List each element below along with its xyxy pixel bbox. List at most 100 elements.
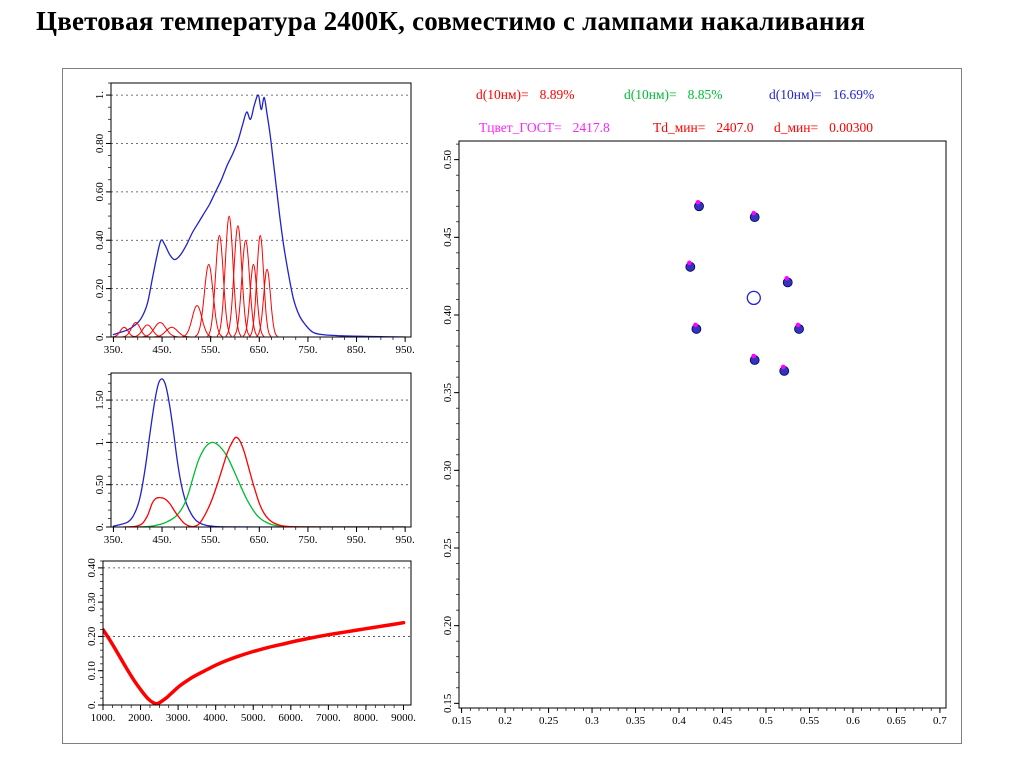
x-tick-label: 7000.: [316, 712, 341, 724]
x-tick-label: 0.25: [539, 715, 559, 727]
stat-d-min: d_мин= 0.00300: [774, 120, 873, 136]
reference-point: [751, 210, 756, 216]
x-tick-label: 0.55: [800, 715, 820, 727]
x-tick-label: 0.2: [498, 715, 512, 727]
x-tick-label: 950.: [396, 534, 416, 546]
plots-frame: 350. 450. 550. 650. 750. 850. 950. 0. 0.20 0.40 0.…: [62, 68, 962, 744]
y-tick-label: 0.: [94, 333, 106, 342]
stat-value: 8.89%: [539, 87, 575, 102]
reference-point: [751, 353, 756, 359]
reference-point: [687, 260, 692, 266]
y-tick-label: 1.: [94, 91, 106, 100]
x-tick-label: 750.: [298, 534, 318, 546]
y-tick-label: 0.10: [86, 661, 98, 681]
component-bands-line: [141, 322, 179, 337]
x-tick-label: 350.: [104, 344, 124, 356]
stat-label: Td_мин=: [653, 120, 706, 135]
stat-value: 2407.0: [716, 120, 754, 135]
x-tick-label: 450.: [152, 534, 172, 546]
y-tick-label: 0.20: [442, 616, 454, 636]
y-tick-label: 1.: [94, 438, 106, 447]
total-spectrum-line: [112, 94, 406, 337]
plot-border: [458, 140, 947, 709]
y-tick-label: 0.40: [442, 305, 454, 325]
x-tick-label: 550.: [201, 534, 221, 546]
stat-label: d(10нм)=: [624, 87, 677, 102]
reference-point: [795, 322, 801, 328]
component-bands-line: [216, 215, 242, 337]
chromaticity-scatter-chart: 0.15 0.2 0.25 0.3 0.35 0.4 0.45 0.5 0.55 0.6 0.65 0…: [442, 140, 947, 727]
stat-value: 2417.8: [572, 120, 610, 135]
x-tick-label: 8000.: [354, 712, 379, 724]
y-tick-label: 0.80: [94, 133, 106, 153]
y-tick-label: 0.20: [86, 626, 98, 646]
x-tick-label: 6000.: [278, 712, 303, 724]
y-tick-label: 1.50: [94, 390, 106, 410]
y-tick-label: 0.50: [442, 150, 454, 170]
y-tick-label: 0.45: [442, 227, 454, 247]
lamp-spectrum-chart: 350. 450. 550. 650. 750. 850. 950. 0. 0.20 0.40 0.…: [94, 82, 415, 356]
component-bands-line: [242, 263, 265, 337]
x-tick-label: 950.: [347, 534, 367, 546]
x-tick-label: 9000.: [391, 712, 416, 724]
y-tick-label: 0.40: [94, 230, 106, 250]
component-bands-line: [207, 234, 232, 337]
x-tick-label: 3000.: [166, 712, 191, 724]
y-tick-label: 0.: [94, 523, 106, 532]
plot-border: [110, 372, 412, 528]
component-bands-line: [249, 234, 272, 337]
component-bands-line: [256, 268, 278, 337]
component-bands-line: [122, 322, 150, 337]
stat-label: Тцвет_ГОСТ=: [479, 120, 562, 135]
x-tick-label: 650.: [250, 534, 270, 546]
reference-point: [693, 322, 698, 328]
stat-tcvet-gost: Тцвет_ГОСТ= 2417.8: [479, 120, 610, 136]
component-bands-line: [195, 263, 223, 337]
slide-title: Цветовая температура 2400К, совместимо с…: [36, 6, 866, 36]
component-bands-line: [233, 239, 258, 337]
y-tick-label: 0.15: [442, 693, 454, 713]
y-tick-label: 0.25: [442, 538, 454, 558]
y-tick-label: 0.50: [94, 475, 106, 495]
plot-border: [102, 560, 412, 706]
component-bands-line: [181, 305, 213, 337]
x-tick-label: 0.35: [626, 715, 646, 727]
x-tick-label: 550.: [201, 344, 221, 356]
reference-point: [695, 199, 701, 205]
stat-value: 0.00300: [829, 120, 873, 135]
z-bar-line: [112, 378, 406, 527]
x-bar-line: [122, 436, 406, 527]
stat-d10nm-blue: d(10нм)= 16.69%: [769, 87, 874, 103]
stat-value: 16.69%: [832, 87, 875, 102]
x-tick-label: 0.15: [452, 715, 472, 727]
reference-point: [780, 364, 786, 370]
x-tick-label: 450.: [152, 344, 172, 356]
y-tick-label: 0.20: [94, 278, 106, 298]
x-tick-label: 0.7: [933, 715, 947, 727]
white-point-circle: [746, 290, 761, 306]
x-tick-label: 0.6: [846, 715, 860, 727]
x-tick-label: 0.4: [672, 715, 686, 727]
x-tick-label: 5000.: [241, 712, 266, 724]
x-tick-label: 2000.: [128, 712, 153, 724]
color-matching-functions-chart: 350. 450. 550. 650. 750. 950. 950. 0. 0.50 1. 1.50: [94, 372, 416, 546]
stat-td-min: Td_мин= 2407.0: [653, 120, 753, 136]
y-tick-label: 0.: [86, 701, 98, 710]
y-bar-line: [137, 441, 406, 527]
stat-d10nm-green: d(10нм)= 8.85%: [624, 87, 723, 103]
x-tick-label: 0.65: [887, 715, 907, 727]
component-bands-line: [111, 326, 137, 337]
y-tick-label: 0.40: [86, 558, 98, 578]
x-tick-label: 650.: [250, 344, 270, 356]
plot-border: [110, 82, 412, 338]
x-tick-label: 750.: [298, 344, 318, 356]
stat-value: 8.85%: [687, 87, 723, 102]
x-tick-label: 0.3: [585, 715, 599, 727]
dmin-vs-cct-chart: 1000. 2000. 3000. 4000. 5000. 6000. 7000. 8000.…: [86, 558, 416, 724]
reference-point: [784, 276, 790, 281]
stat-label: d(10нм)=: [476, 87, 529, 102]
y-tick-label: 0.30: [442, 460, 454, 480]
x-tick-label: 350.: [104, 534, 124, 546]
x-tick-label: 4000.: [203, 712, 228, 724]
x-tick-label: 1000.: [91, 712, 116, 724]
